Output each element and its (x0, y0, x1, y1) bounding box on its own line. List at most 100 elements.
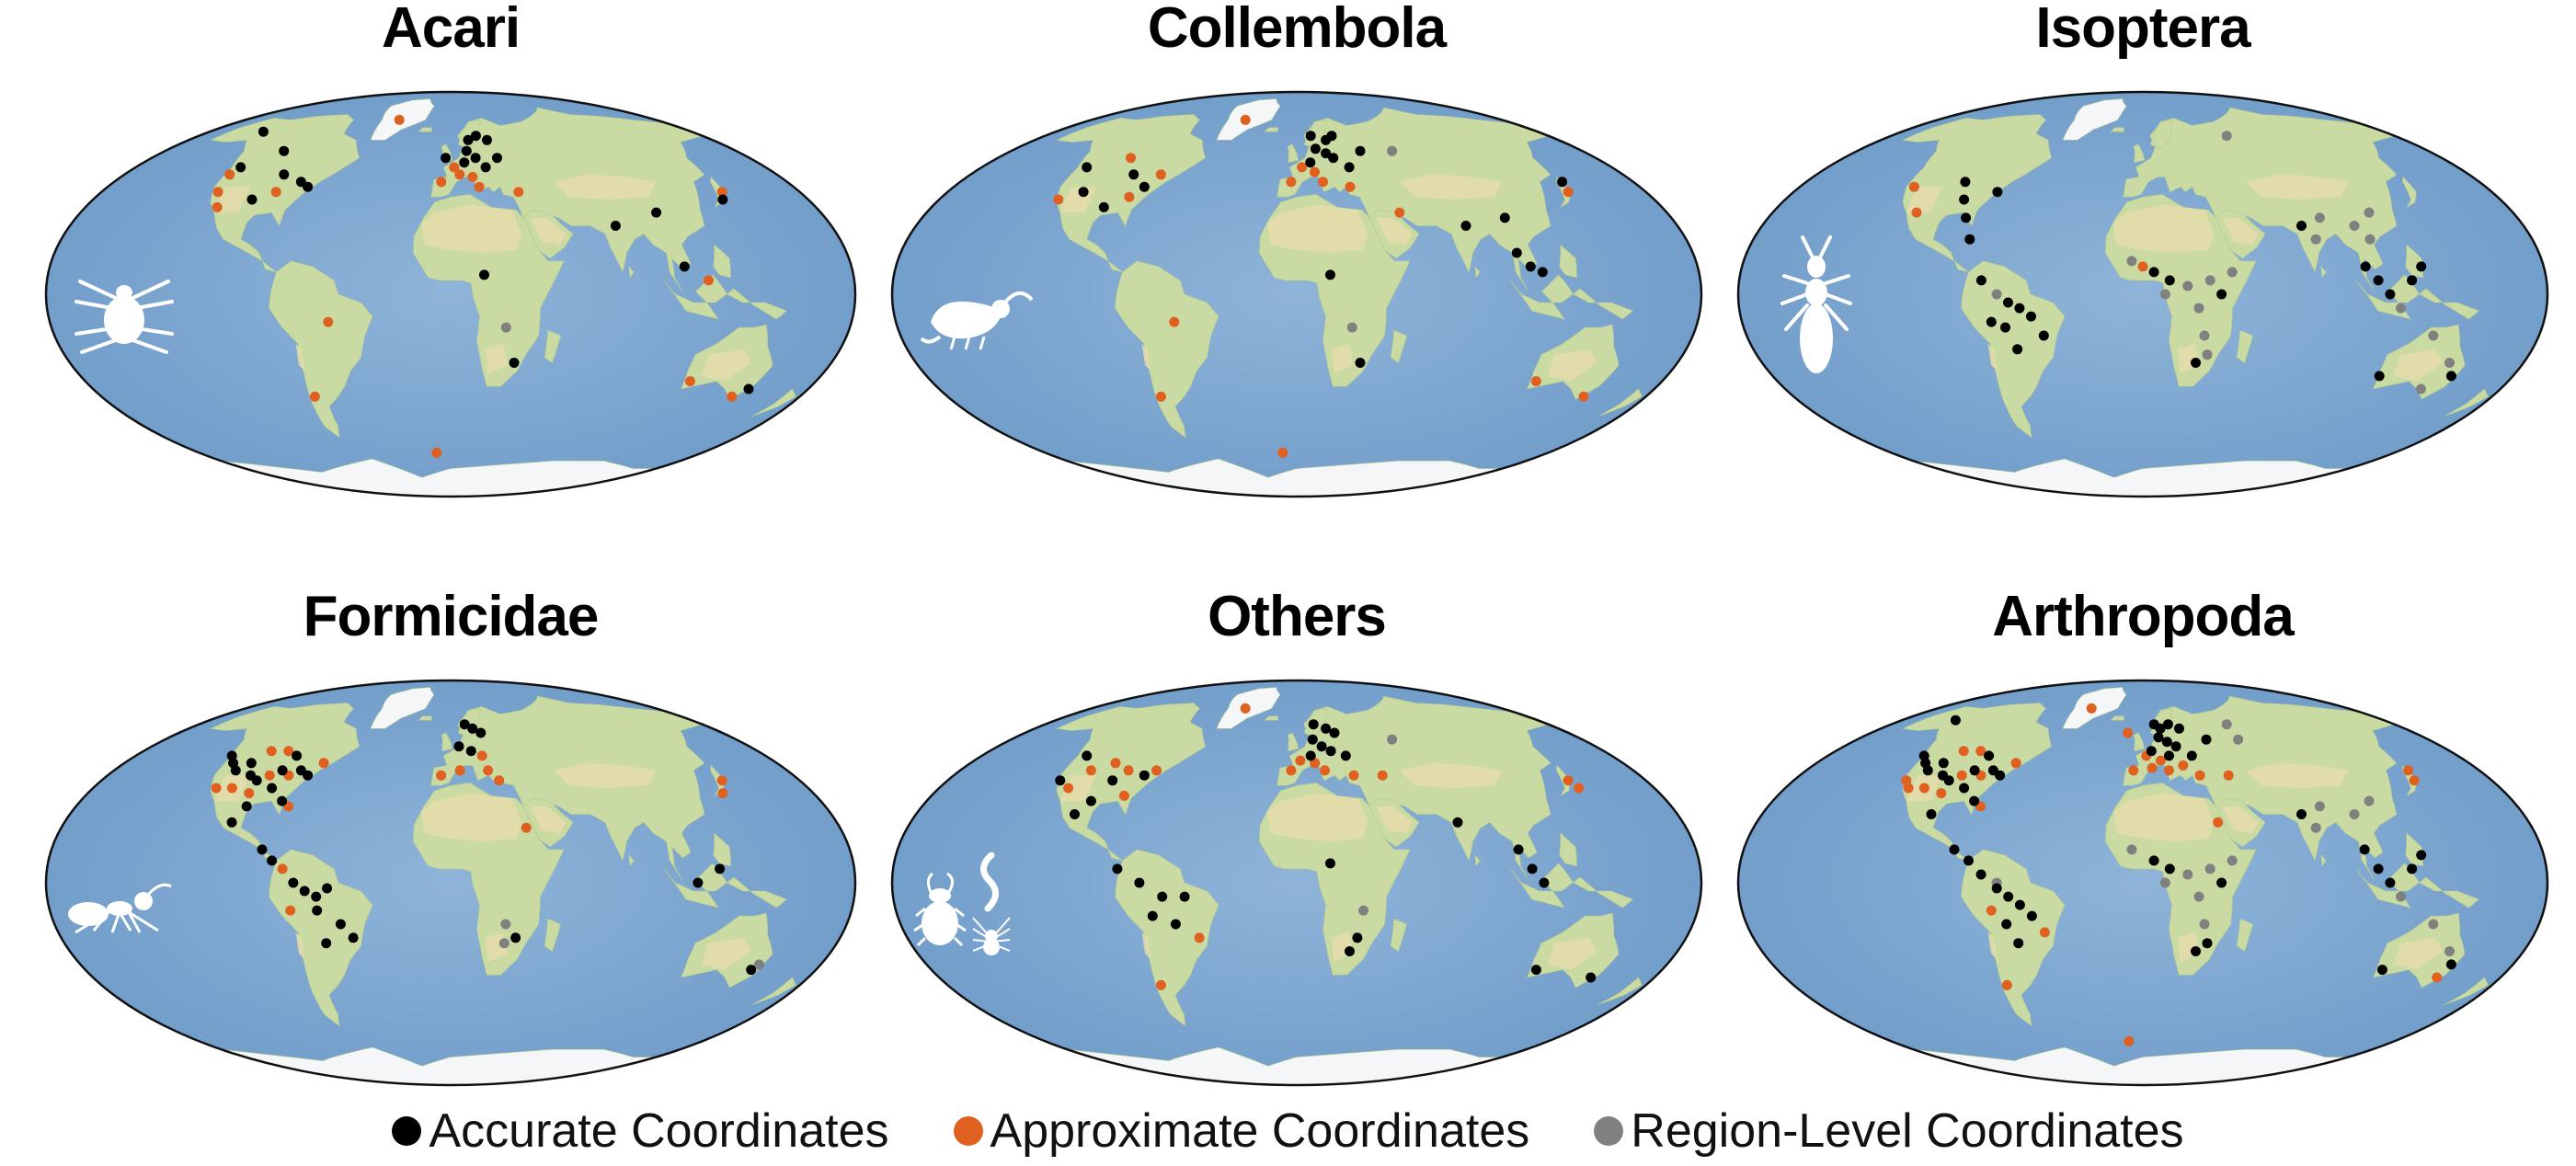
panel-title: Formicidae (303, 585, 600, 648)
land-indonesia (1509, 274, 1633, 320)
point-accurate (2153, 732, 2164, 743)
panel-title: Isoptera (2035, 0, 2250, 60)
point-accurate (470, 153, 481, 164)
point-approximate (716, 187, 727, 198)
desert-arabianDesert (1376, 217, 1413, 246)
point-accurate (2373, 863, 2384, 874)
landmasses (1901, 687, 2489, 1085)
point-region (2227, 855, 2238, 866)
point-accurate (303, 770, 314, 781)
point-accurate (1070, 809, 1080, 819)
point-accurate (2201, 734, 2212, 745)
point-approximate (1574, 783, 1585, 794)
mite-icon (74, 280, 174, 354)
point-approximate (1936, 788, 1947, 799)
point-approximate (467, 171, 478, 182)
point-accurate (1345, 946, 1355, 956)
ant-icon (68, 883, 172, 934)
point-accurate (1157, 891, 1168, 902)
point-approximate (2213, 817, 2224, 828)
point-region (2310, 822, 2321, 833)
point-approximate (211, 783, 222, 794)
point-accurate (2148, 267, 2159, 278)
point-accurate (246, 758, 257, 769)
point-region (2126, 844, 2137, 855)
point-approximate (2409, 775, 2420, 786)
point-region (2364, 234, 2376, 245)
point-accurate (1995, 770, 2006, 781)
point-approximate (283, 746, 294, 757)
point-approximate (727, 391, 738, 402)
point-accurate (1964, 234, 1975, 245)
point-accurate (1525, 261, 1536, 272)
desert-centralAsia (1399, 762, 1503, 788)
point-accurate (470, 131, 481, 142)
panel-title: Others (1208, 585, 1387, 648)
point-accurate (1098, 201, 1109, 212)
point-approximate (1310, 166, 1320, 177)
point-approximate (2147, 762, 2158, 773)
point-accurate (2360, 261, 2371, 272)
point-accurate (1975, 275, 1986, 286)
land-newZealand (2444, 388, 2489, 417)
point-approximate (717, 788, 728, 799)
point-approximate (2039, 927, 2050, 938)
world-map (44, 90, 857, 498)
point-accurate (1112, 863, 1123, 874)
land-northAmerica (1901, 114, 2053, 273)
point-accurate (1991, 883, 2002, 894)
point-accurate (2012, 344, 2023, 355)
point-region (2444, 946, 2455, 956)
point-region (2233, 734, 2244, 745)
land-newZealand (1597, 388, 1643, 417)
point-approximate (285, 905, 296, 916)
point-accurate (2445, 959, 2456, 970)
desert-ausOutback (701, 937, 751, 970)
point-region (2349, 809, 2360, 819)
point-accurate (1537, 267, 1548, 278)
point-accurate (348, 932, 359, 943)
point-accurate (2373, 275, 2384, 286)
land-philippines (1559, 832, 1577, 867)
point-approximate (264, 770, 275, 781)
desert-arabianDesert (530, 217, 567, 246)
desert-centralAsia (553, 762, 657, 788)
point-accurate (1984, 750, 1995, 761)
point-accurate (292, 750, 303, 761)
point-approximate (270, 187, 281, 198)
point-approximate (436, 177, 447, 188)
point-accurate (2164, 750, 2174, 761)
point-accurate (2191, 946, 2201, 956)
point-approximate (1194, 932, 1205, 943)
desert-swUSA (1059, 775, 1097, 802)
point-accurate (1938, 758, 1949, 769)
point-approximate (2010, 758, 2021, 769)
map-panel-arthropoda: Arthropoda (1720, 589, 2566, 1140)
point-accurate (1960, 177, 1971, 188)
point-region (2221, 131, 2232, 142)
map-panel-others: Others (874, 589, 1720, 1140)
point-accurate (2385, 877, 2396, 888)
point-approximate (1348, 770, 1359, 781)
point-accurate (267, 855, 278, 866)
land-greenland (2062, 98, 2127, 141)
point-approximate (1155, 979, 1166, 990)
desert-atacama (1987, 343, 1998, 372)
point-accurate (2186, 750, 2197, 761)
landmasses (209, 687, 796, 1085)
desert-atacama (1987, 932, 1998, 960)
point-approximate (1903, 783, 1914, 794)
point-approximate (2164, 765, 2174, 776)
point-region (2364, 207, 2375, 218)
point-accurate (2416, 261, 2427, 272)
land-britain (1287, 732, 1299, 752)
point-region (1387, 145, 1398, 156)
point-accurate (2146, 746, 2157, 757)
point-accurate (1055, 775, 1066, 786)
desert-kalahari (1331, 343, 1354, 373)
land-sriLanka (2320, 854, 2327, 867)
point-approximate (2223, 770, 2234, 781)
point-accurate (2374, 371, 2385, 382)
point-accurate (509, 358, 520, 368)
land-japan (2402, 176, 2417, 208)
